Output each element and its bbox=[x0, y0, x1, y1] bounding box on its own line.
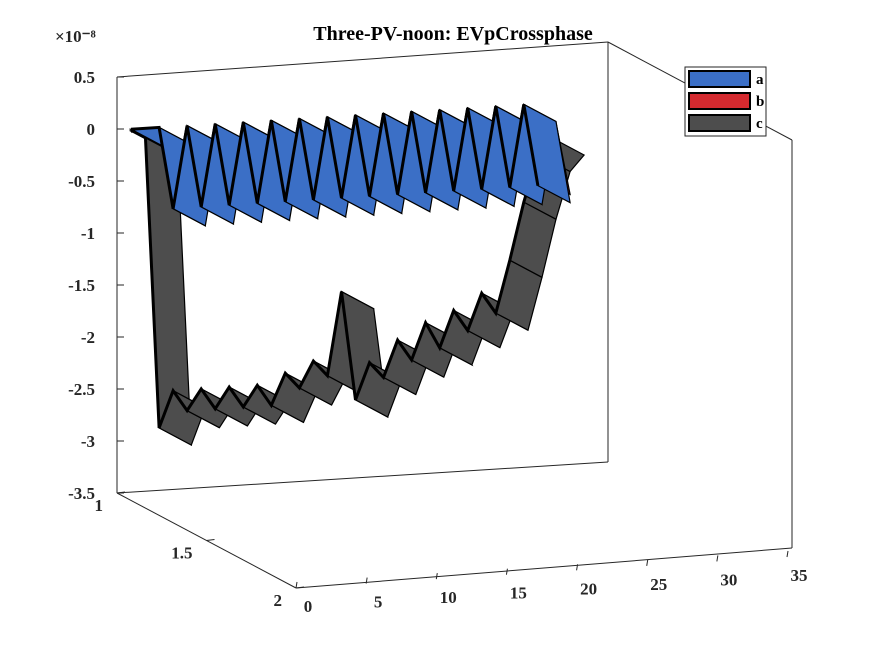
legend-label-c: c bbox=[756, 116, 763, 132]
y-tick-label: 1 bbox=[95, 496, 104, 515]
z-tick-label: -3 bbox=[81, 432, 95, 451]
x-tick-label: 10 bbox=[440, 588, 457, 607]
x-tick-label: 30 bbox=[720, 570, 737, 589]
y-axis-ticks: 11.52 bbox=[95, 491, 305, 610]
x-tick-mark bbox=[716, 555, 719, 562]
z-tick-label: -2.5 bbox=[68, 380, 95, 399]
chart-title: Three-PV-noon: EVpCrossphase bbox=[313, 23, 593, 45]
legend-swatch-c bbox=[688, 114, 751, 132]
z-tick-label: -2 bbox=[81, 328, 95, 347]
series-a-surface bbox=[128, 103, 571, 227]
y-tick-mark bbox=[206, 539, 215, 541]
legend: abc bbox=[684, 66, 767, 137]
x-tick-label: 25 bbox=[650, 575, 667, 594]
x-tick-mark bbox=[365, 577, 368, 584]
x-tick-label: 5 bbox=[374, 593, 383, 612]
z-tick-label: -3.5 bbox=[68, 484, 95, 503]
y-tick-mark bbox=[295, 586, 305, 589]
x-tick-mark bbox=[646, 559, 649, 566]
z-axis-ticks: 0.5 0 -0.5 -1 -1.5 -2 -2.5 -3 -3.5 bbox=[68, 68, 124, 503]
x-axis-ticks: 0 5 10 15 20 25 30 35 bbox=[295, 550, 808, 616]
x-tick-label: 0 bbox=[304, 597, 313, 616]
z-tick-label: 0 bbox=[87, 120, 96, 139]
x-tick-label: 15 bbox=[510, 584, 527, 603]
y-tick-label: 1.5 bbox=[171, 544, 192, 563]
legend-label-b: b bbox=[756, 94, 764, 110]
series-c-edge bbox=[130, 128, 554, 429]
x-tick-mark bbox=[295, 581, 298, 589]
x-tick-label: 20 bbox=[580, 579, 597, 598]
x-tick-mark bbox=[505, 568, 508, 575]
z-tick-label: -1 bbox=[81, 224, 95, 243]
legend-swatch-a bbox=[688, 70, 751, 88]
x-tick-mark bbox=[435, 573, 438, 580]
z-tick-label: -0.5 bbox=[68, 172, 95, 191]
z-tick-label: -1.5 bbox=[68, 276, 95, 295]
axis-exponent-label: ×10⁻⁸ bbox=[55, 27, 96, 46]
x-tick-mark bbox=[576, 564, 579, 571]
series-a-edge bbox=[130, 104, 540, 209]
legend-swatch-b bbox=[688, 92, 751, 110]
x-tick-mark bbox=[786, 550, 789, 558]
x-tick-label: 35 bbox=[791, 566, 808, 585]
z-tick-label: 0.5 bbox=[74, 68, 95, 87]
y-tick-label: 2 bbox=[274, 591, 283, 610]
legend-label-a: a bbox=[756, 72, 764, 88]
